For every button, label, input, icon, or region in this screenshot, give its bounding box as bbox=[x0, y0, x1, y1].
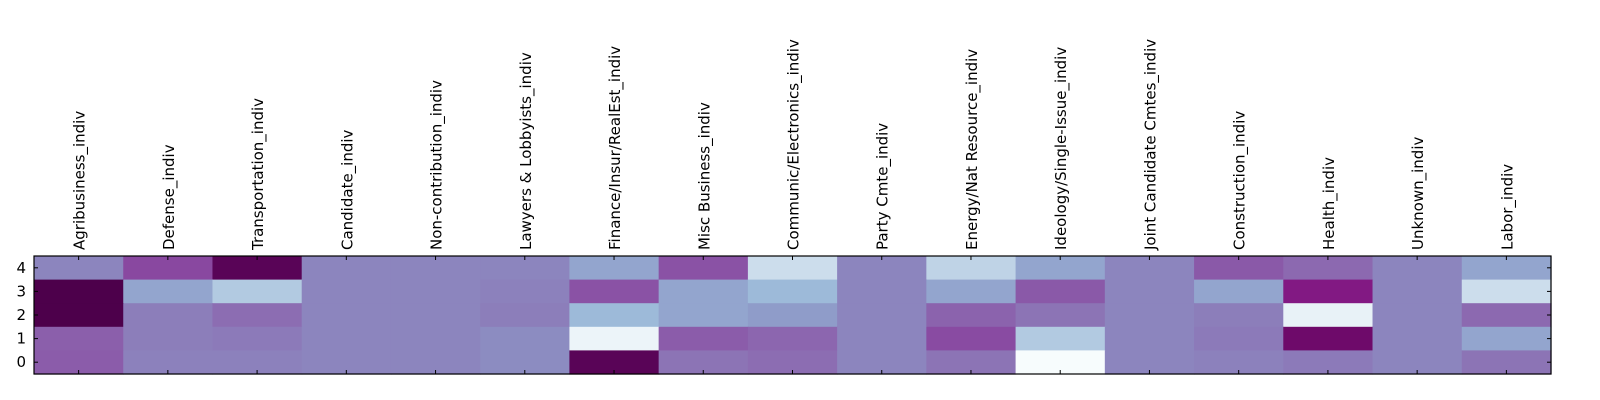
heatmap-cell bbox=[480, 279, 571, 304]
heatmap-cell bbox=[34, 326, 124, 351]
x-tick-label: Energy/Nat Resource_indiv bbox=[963, 49, 982, 250]
heatmap-cell bbox=[1104, 256, 1195, 281]
heatmap-cell bbox=[926, 326, 1017, 351]
heatmap-cell bbox=[658, 303, 749, 328]
heatmap-cell bbox=[569, 303, 660, 328]
x-tick-label: Non-contribution_indiv bbox=[428, 80, 447, 250]
x-tick-label: Joint Candidate Cmtes_indiv bbox=[1141, 39, 1160, 251]
heatmap-cell bbox=[658, 326, 749, 351]
x-tick-label: Unknown_indiv bbox=[1409, 137, 1428, 250]
y-tick-label: 0 bbox=[16, 353, 26, 371]
x-tick-label: Misc Business_indiv bbox=[695, 102, 714, 250]
x-tick-label: Lawyers & Lobbyists_indiv bbox=[517, 52, 536, 250]
heatmap-cell bbox=[658, 256, 749, 281]
y-tick-label: 1 bbox=[16, 330, 26, 348]
heatmap-cell bbox=[1372, 279, 1463, 304]
heatmap-cell bbox=[480, 326, 571, 351]
heatmap-cell bbox=[34, 256, 124, 281]
y-tick-label: 3 bbox=[16, 282, 26, 300]
heatmap-cell bbox=[1283, 303, 1374, 328]
heatmap-cell bbox=[123, 326, 214, 351]
heatmap-cell bbox=[1104, 279, 1195, 304]
plot-frame bbox=[33, 255, 1552, 375]
x-tick-label: Agribusiness_indiv bbox=[71, 111, 90, 250]
heatmap-cell bbox=[1372, 256, 1463, 281]
y-tick-label: 4 bbox=[16, 259, 26, 277]
x-tick-label: Transportation_indiv bbox=[249, 98, 268, 251]
heatmap-cell bbox=[747, 303, 838, 328]
x-tick-label: Finance/Insur/RealEst_indiv bbox=[606, 46, 625, 250]
heatmap-cell bbox=[390, 279, 481, 304]
heatmap-cell bbox=[212, 279, 303, 304]
x-tick-label: Defense_indiv bbox=[160, 144, 179, 250]
heatmap-cell bbox=[123, 303, 214, 328]
heatmap-cell bbox=[837, 279, 927, 304]
heatmap-cell bbox=[123, 279, 214, 304]
heatmap-cell bbox=[569, 256, 660, 281]
heatmap-cell bbox=[1194, 279, 1284, 304]
heatmap-cell bbox=[301, 256, 392, 281]
heatmap-cell bbox=[1015, 303, 1106, 328]
heatmap-cell bbox=[1372, 303, 1463, 328]
y-tick-label: 2 bbox=[16, 306, 26, 324]
heatmap-cell bbox=[1194, 326, 1284, 351]
heatmap-cell bbox=[212, 256, 303, 281]
x-tick-label: Ideology/Single-Issue_indiv bbox=[1052, 47, 1071, 250]
heatmap-cell bbox=[212, 303, 303, 328]
x-tick-label: Communic/Electronics_indiv bbox=[785, 39, 804, 250]
heatmap-cell bbox=[301, 279, 392, 304]
heatmap-cells bbox=[34, 256, 1552, 375]
heatmap-cell bbox=[658, 279, 749, 304]
heatmap-cell bbox=[301, 326, 392, 351]
heatmap-cell bbox=[837, 303, 927, 328]
x-tick-label: Candidate_indiv bbox=[338, 129, 357, 250]
heatmap-cell bbox=[1104, 303, 1195, 328]
heatmap-cell bbox=[1461, 279, 1552, 304]
heatmap-cell bbox=[1194, 303, 1284, 328]
heatmap-cell bbox=[1461, 256, 1552, 281]
heatmap-cell bbox=[1015, 279, 1106, 304]
heatmap-cell bbox=[34, 303, 124, 328]
heatmap-cell bbox=[390, 326, 481, 351]
heatmap-cell bbox=[34, 279, 124, 304]
heatmap-cell bbox=[1461, 303, 1552, 328]
heatmap-cell bbox=[301, 303, 392, 328]
heatmap-cell bbox=[837, 326, 927, 351]
heatmap-cell bbox=[926, 279, 1017, 304]
heatmap-cell bbox=[1283, 256, 1374, 281]
heatmap-cell bbox=[1372, 326, 1463, 351]
heatmap-cell bbox=[480, 303, 571, 328]
heatmap-cell bbox=[390, 256, 481, 281]
heatmap-cell bbox=[1283, 326, 1374, 351]
heatmap-cell bbox=[1461, 326, 1552, 351]
heatmap-cell bbox=[747, 279, 838, 304]
x-tick-label: Party Cmte_indiv bbox=[874, 123, 893, 250]
heatmap-cell bbox=[569, 326, 660, 351]
heatmap-cell bbox=[1015, 256, 1106, 281]
heatmap-cell bbox=[837, 256, 927, 281]
heatmap-cell bbox=[480, 256, 571, 281]
y-axis-ticks: 4 3 2 1 0 bbox=[16, 259, 1551, 371]
heatmap-cell bbox=[1194, 256, 1284, 281]
heatmap-cell bbox=[926, 256, 1017, 281]
heatmap-cell bbox=[1104, 326, 1195, 351]
heatmap-cell bbox=[747, 326, 838, 351]
x-axis-ticks: Agribusiness_indiv Defense_indiv Transport… bbox=[71, 39, 1517, 374]
heatmap-cell bbox=[1283, 279, 1374, 304]
x-tick-label: Health_indiv bbox=[1320, 157, 1339, 250]
heatmap-cell bbox=[1015, 326, 1106, 351]
heatmap-cell bbox=[212, 326, 303, 351]
heatmap-cell bbox=[390, 303, 481, 328]
heatmap-cell bbox=[569, 279, 660, 304]
heatmap-cell bbox=[747, 256, 838, 281]
heatmap-cell bbox=[926, 303, 1017, 328]
heatmap-cell bbox=[123, 256, 214, 281]
x-tick-label: Labor_indiv bbox=[1498, 164, 1517, 250]
x-tick-label: Construction_indiv bbox=[1231, 111, 1250, 250]
